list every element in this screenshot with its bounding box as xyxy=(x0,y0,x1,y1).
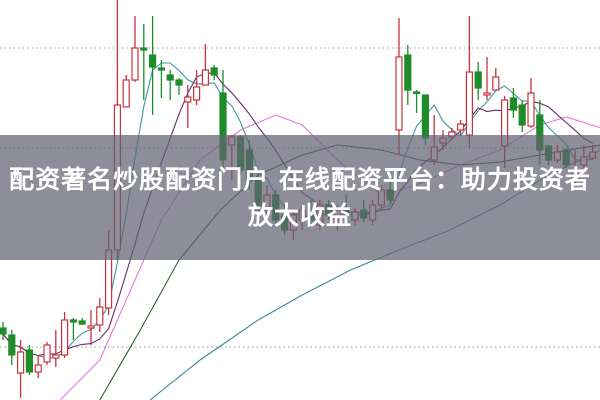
candle-down xyxy=(509,97,517,111)
candle-up xyxy=(201,69,209,86)
candle-down xyxy=(25,349,33,373)
candle-up xyxy=(131,47,139,81)
candle-up xyxy=(527,92,535,127)
candle-up xyxy=(34,364,42,373)
candle-down xyxy=(140,47,148,51)
candle-up xyxy=(52,354,60,359)
candle-up xyxy=(17,351,25,374)
candle-up xyxy=(483,92,491,96)
candle-down xyxy=(0,327,7,335)
candle-down xyxy=(404,54,412,91)
candle-up xyxy=(87,325,95,329)
candle-down xyxy=(166,74,174,81)
candle-down xyxy=(413,91,421,95)
candle-up xyxy=(492,76,500,91)
candle-up xyxy=(457,123,465,131)
candle-up xyxy=(96,306,104,326)
candle-down xyxy=(8,334,16,356)
candle-down xyxy=(474,71,482,89)
candle-up xyxy=(465,71,473,136)
candle-up xyxy=(395,56,403,131)
candle-down xyxy=(210,67,218,76)
candle-down xyxy=(69,319,78,323)
candle-up xyxy=(193,86,201,101)
candle-up xyxy=(184,96,192,103)
candle-up xyxy=(60,319,69,356)
candle-down xyxy=(157,67,165,71)
candle-down xyxy=(175,79,183,86)
candle-down xyxy=(421,94,429,139)
candle-down xyxy=(518,104,526,126)
title-banner: 配资著名炒股配资门户 在线配资平台：助力投资者放大收益 xyxy=(0,135,600,260)
article-title: 配资著名炒股配资门户 在线配资平台：助力投资者放大收益 xyxy=(9,164,591,230)
candle-up xyxy=(122,79,130,108)
candle-down xyxy=(78,320,86,325)
candle-down xyxy=(149,54,157,68)
candle-up xyxy=(43,344,51,363)
